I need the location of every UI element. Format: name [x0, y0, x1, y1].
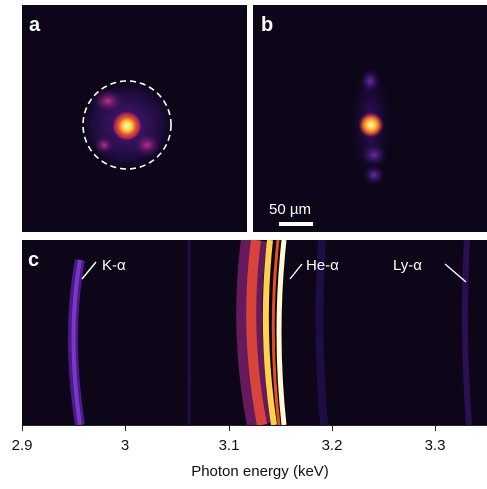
panel-b-image: b 50 µm — [253, 5, 487, 232]
faint-line — [461, 240, 472, 425]
focal-spot — [358, 112, 384, 138]
panel-a-plot — [77, 77, 177, 173]
panel-c-label: c — [28, 249, 40, 271]
x-tick-label: 3.1 — [218, 437, 240, 454]
ly-alpha-pointer — [444, 263, 467, 283]
lobe — [363, 165, 385, 185]
he-alpha-line — [271, 240, 281, 425]
he-alpha-line — [262, 240, 277, 425]
faint-line — [315, 240, 328, 425]
ring-blob — [92, 89, 124, 113]
x-tick — [332, 425, 333, 431]
x-tick-label: 3.2 — [321, 437, 343, 454]
panel-c-spectrum: c K-α He-α Ly-α — [22, 240, 487, 425]
ring-blob — [94, 136, 114, 154]
x-tick — [229, 425, 230, 431]
x-tick — [435, 425, 436, 431]
he-alpha-line — [276, 240, 287, 425]
he-alpha-line — [246, 240, 267, 425]
panel-c-plot — [68, 240, 472, 425]
he-alpha-label: He-α — [306, 257, 339, 274]
k-alpha-pointer — [81, 261, 97, 280]
panel-a-label: a — [29, 14, 41, 36]
x-axis-line — [22, 425, 487, 426]
panel-b-label: b — [261, 14, 274, 36]
panel-a-image: a — [22, 5, 247, 232]
x-tick — [22, 425, 23, 431]
x-tick-label: 3 — [120, 437, 130, 454]
scale-bar — [279, 222, 313, 226]
k-alpha-line — [71, 259, 82, 425]
lobe — [361, 144, 387, 166]
x-tick-label: 3.3 — [424, 437, 446, 454]
focal-spot — [112, 111, 142, 141]
x-axis-label: Photon energy (keV) — [191, 463, 329, 480]
dashed-circle — [82, 80, 172, 170]
panel-b-plot — [347, 55, 395, 191]
k-alpha-label: K-α — [102, 257, 126, 274]
faint-line — [179, 240, 199, 425]
lobe — [360, 69, 380, 93]
he-alpha-pointer — [289, 263, 303, 280]
ring-blob — [133, 133, 161, 157]
x-tick — [125, 425, 126, 431]
scale-bar-label: 50 µm — [269, 201, 311, 218]
ly-alpha-label: Ly-α — [393, 257, 422, 274]
x-tick-label: 2.9 — [11, 437, 33, 454]
